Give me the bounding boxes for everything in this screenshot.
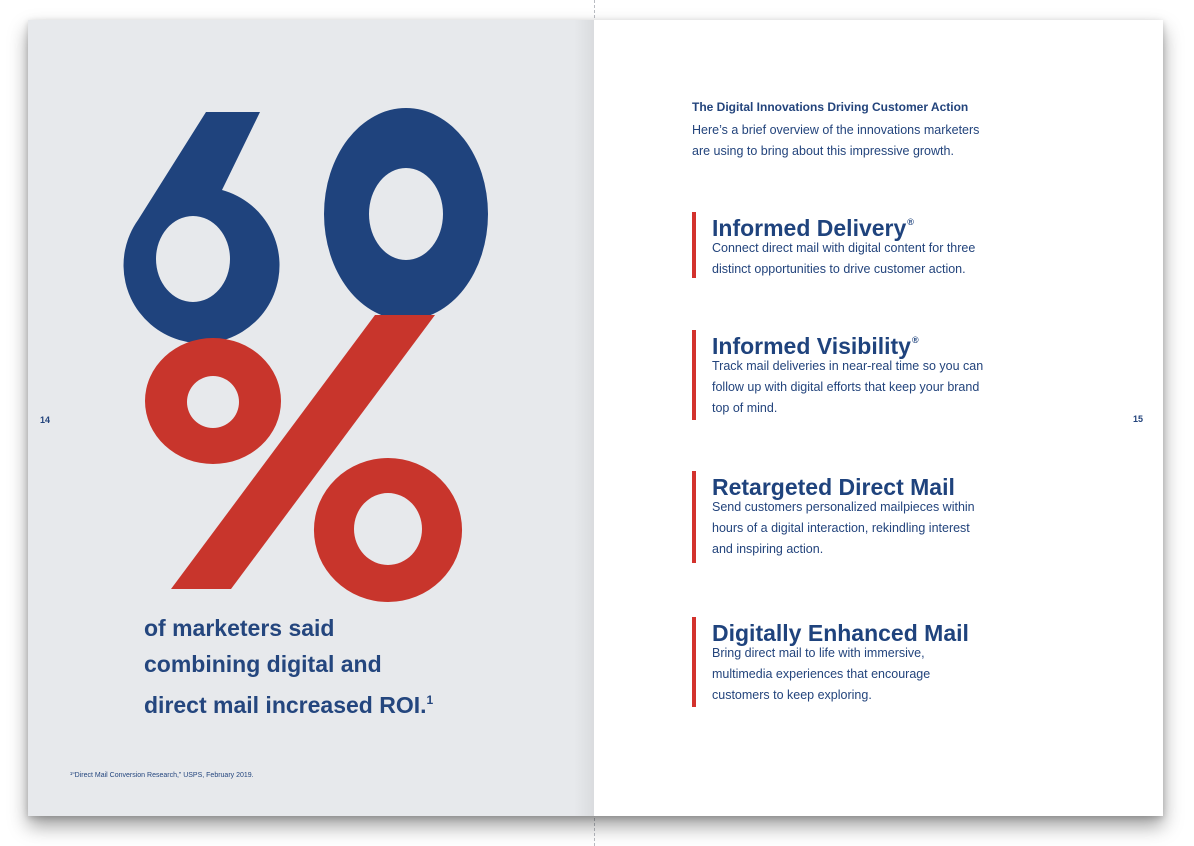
intro-line-2: are using to bring about this impressive… [692, 144, 954, 158]
stat-line-2: combining digital and [144, 651, 382, 677]
feature-accent-bar [692, 617, 696, 707]
feature-desc-line: distinct opportunities to drive customer… [712, 262, 966, 276]
percent-sign [145, 315, 463, 603]
feature-title-text: Retargeted Direct Mail [712, 474, 955, 500]
footnote-marker: 1 [426, 693, 434, 707]
intro-line-1: Here’s a brief overview of the innovatio… [692, 123, 980, 137]
feature-description: Send customers personalized mailpieces w… [712, 497, 1042, 560]
feature-title-text: Informed Delivery [712, 215, 907, 241]
right-page: 15 [594, 20, 1163, 816]
feature-title: Informed Delivery® [712, 208, 914, 242]
stat-line-3-text: direct mail increased ROI. [144, 692, 427, 718]
feature-desc-line: follow up with digital efforts that keep… [712, 380, 980, 394]
feature-desc-line: hours of a digital interaction, rekindli… [712, 521, 970, 535]
left-page: 14 of marketers said combining digital a… [28, 20, 594, 816]
registered-mark: ® [907, 217, 914, 227]
gutter-shadow [574, 20, 594, 816]
feature-title: Retargeted Direct Mail [712, 467, 956, 501]
feature-description: Connect direct mail with digital content… [712, 238, 1042, 280]
feature-informed-visibility: Informed Visibility® Track mail deliveri… [692, 330, 1082, 422]
percent-lower-circle [313, 457, 463, 603]
digit-zero [324, 108, 488, 320]
feature-desc-line: and inspiring action. [712, 542, 824, 556]
page-number-left: 14 [40, 415, 51, 425]
percent-upper-circle [145, 338, 281, 464]
feature-desc-line: multimedia experiences that encourage [712, 667, 931, 681]
feature-accent-bar [692, 212, 696, 278]
feature-title: Informed Visibility® [712, 326, 919, 360]
feature-desc-line: customers to keep exploring. [712, 688, 872, 702]
feature-accent-bar [692, 330, 696, 420]
stat-line-1: of marketers said [144, 615, 335, 641]
feature-digitally-enhanced-mail: Digitally Enhanced Mail Bring direct mai… [692, 617, 1082, 709]
percent-slash [171, 315, 435, 589]
feature-description: Bring direct mail to life with immersive… [712, 643, 1042, 706]
big-statistic-graphic [123, 108, 488, 603]
feature-desc-line: top of mind. [712, 401, 778, 415]
feature-desc-line: Bring direct mail to life with immersive… [712, 646, 925, 660]
feature-desc-line: Connect direct mail with digital content… [712, 241, 976, 255]
registered-mark: ® [911, 335, 919, 345]
feature-title-text: Informed Visibility [712, 333, 911, 359]
big-number-sixty [123, 108, 488, 344]
statistic-caption: of marketers said combining digital and … [144, 610, 564, 723]
feature-accent-bar [692, 471, 696, 563]
footnote: ¹“Direct Mail Conversion Research,” USPS… [70, 772, 254, 779]
feature-informed-delivery: Informed Delivery® Connect direct mail w… [692, 212, 1082, 282]
feature-desc-line: Send customers personalized mailpieces w… [712, 500, 975, 514]
stat-line-3: direct mail increased ROI.1 [144, 682, 564, 723]
intro-heading: The Digital Innovations Driving Customer… [692, 100, 969, 114]
feature-description: Track mail deliveries in near-real time … [712, 356, 1042, 419]
feature-title: Digitally Enhanced Mail [712, 613, 970, 647]
brochure-spread: 14 of marketers said combining digital a… [28, 20, 1163, 816]
feature-retargeted-direct-mail: Retargeted Direct Mail Send customers pe… [692, 471, 1082, 565]
digit-six [123, 112, 280, 344]
intro-paragraph: Here’s a brief overview of the innovatio… [692, 120, 1052, 162]
feature-desc-line: Track mail deliveries in near-real time … [712, 359, 984, 373]
page-number-right: 15 [1133, 414, 1144, 424]
feature-title-text: Digitally Enhanced Mail [712, 620, 969, 646]
